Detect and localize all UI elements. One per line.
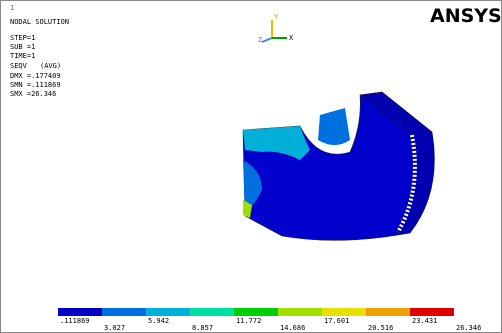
- plot-title: NODAL SOLUTION: [10, 18, 69, 26]
- legend-label: 11.772: [236, 317, 261, 325]
- legend-band: [58, 308, 102, 316]
- legend-band: [278, 308, 322, 316]
- legend-band: [234, 308, 278, 316]
- legend-label: 8.857: [192, 324, 213, 332]
- window-number: 1: [10, 4, 14, 12]
- logo: ANSYS: [430, 5, 502, 27]
- legend-label: 23.431: [412, 317, 437, 325]
- info-line: TIME=1: [10, 52, 35, 60]
- legend-label: 17.601: [324, 317, 349, 325]
- legend-label: 26.346: [456, 324, 481, 332]
- stat-line: SMX =26.346: [10, 90, 56, 98]
- stat-line: SMN =.111869: [10, 81, 61, 89]
- legend-label: 5.942: [148, 317, 169, 325]
- legend-label: 14.686: [280, 324, 305, 332]
- info-line: SUB =1: [10, 43, 35, 51]
- result-name: SEQV: [10, 62, 28, 70]
- legend-label: .111869: [60, 317, 90, 325]
- result-avg: (AVG): [40, 62, 61, 70]
- legend-band: [146, 308, 190, 316]
- triad-label: Z: [258, 36, 262, 44]
- ansys-window: 1 NODAL SOLUTION STEP=1 SUB =1 TIME=1 SE…: [0, 0, 502, 333]
- legend-label: 20.516: [368, 324, 393, 332]
- legend-band: [102, 308, 146, 316]
- stat-line: DMX =.177409: [10, 72, 61, 80]
- legend-band: [190, 308, 234, 316]
- info-line: STEP=1: [10, 34, 35, 42]
- legend-band: [322, 308, 366, 316]
- legend-label: 3.027: [104, 324, 125, 332]
- legend-band: [366, 308, 410, 316]
- legend-band: [410, 308, 454, 316]
